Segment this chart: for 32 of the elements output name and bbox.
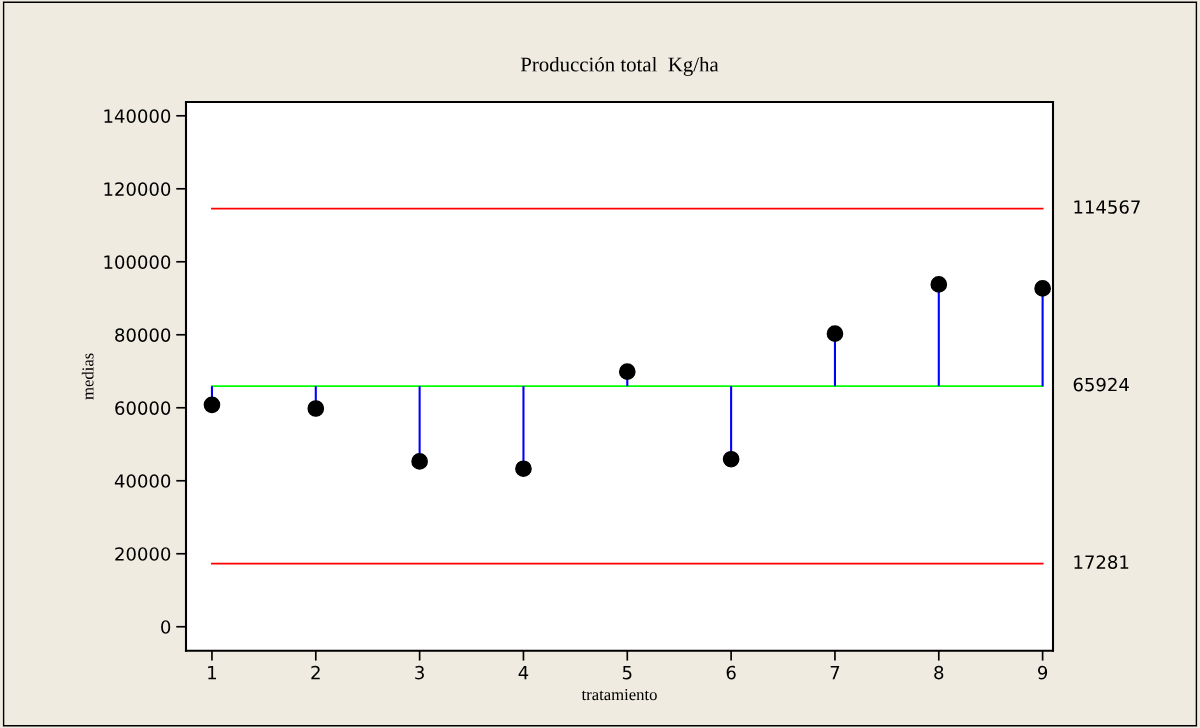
y-tick-label: 60000 [115, 401, 171, 415]
y-tick-label: 80000 [115, 328, 171, 342]
x-tick-label: 7 [830, 665, 840, 680]
x-tick-label: 6 [726, 665, 736, 680]
x-tick-label: 8 [934, 665, 944, 680]
chart-title: Producción total Kg/ha [520, 56, 719, 76]
x-axis-title: tratamiento [581, 688, 657, 701]
y-axis-title: medias [81, 353, 94, 400]
point [203, 396, 221, 414]
x-tick-label: 4 [518, 665, 529, 680]
ref-line-label: 65924 [1073, 377, 1129, 392]
point [722, 450, 740, 468]
y-tick-label: 0 [161, 620, 171, 634]
y-tick-label: 140000 [104, 109, 171, 123]
y-tick-label: 40000 [114, 474, 171, 488]
point [515, 460, 532, 478]
ref-line-label: 17281 [1074, 555, 1129, 569]
x-tick-label: 3 [415, 665, 424, 680]
x-tick-label: 5 [622, 665, 632, 680]
x-tick-label: 2 [311, 665, 320, 680]
x-tick-label: 1 [208, 665, 217, 680]
point [618, 363, 636, 380]
y-tick-label: 20000 [115, 547, 171, 561]
point [307, 400, 325, 417]
y-tick-label: 100000 [104, 255, 171, 269]
ref-line-label: 114567 [1074, 200, 1140, 214]
point [1034, 280, 1051, 297]
point [826, 325, 844, 343]
x-tick-label: 9 [1038, 665, 1048, 680]
point [411, 453, 428, 470]
y-tick-label: 120000 [104, 182, 171, 196]
point [930, 276, 948, 293]
